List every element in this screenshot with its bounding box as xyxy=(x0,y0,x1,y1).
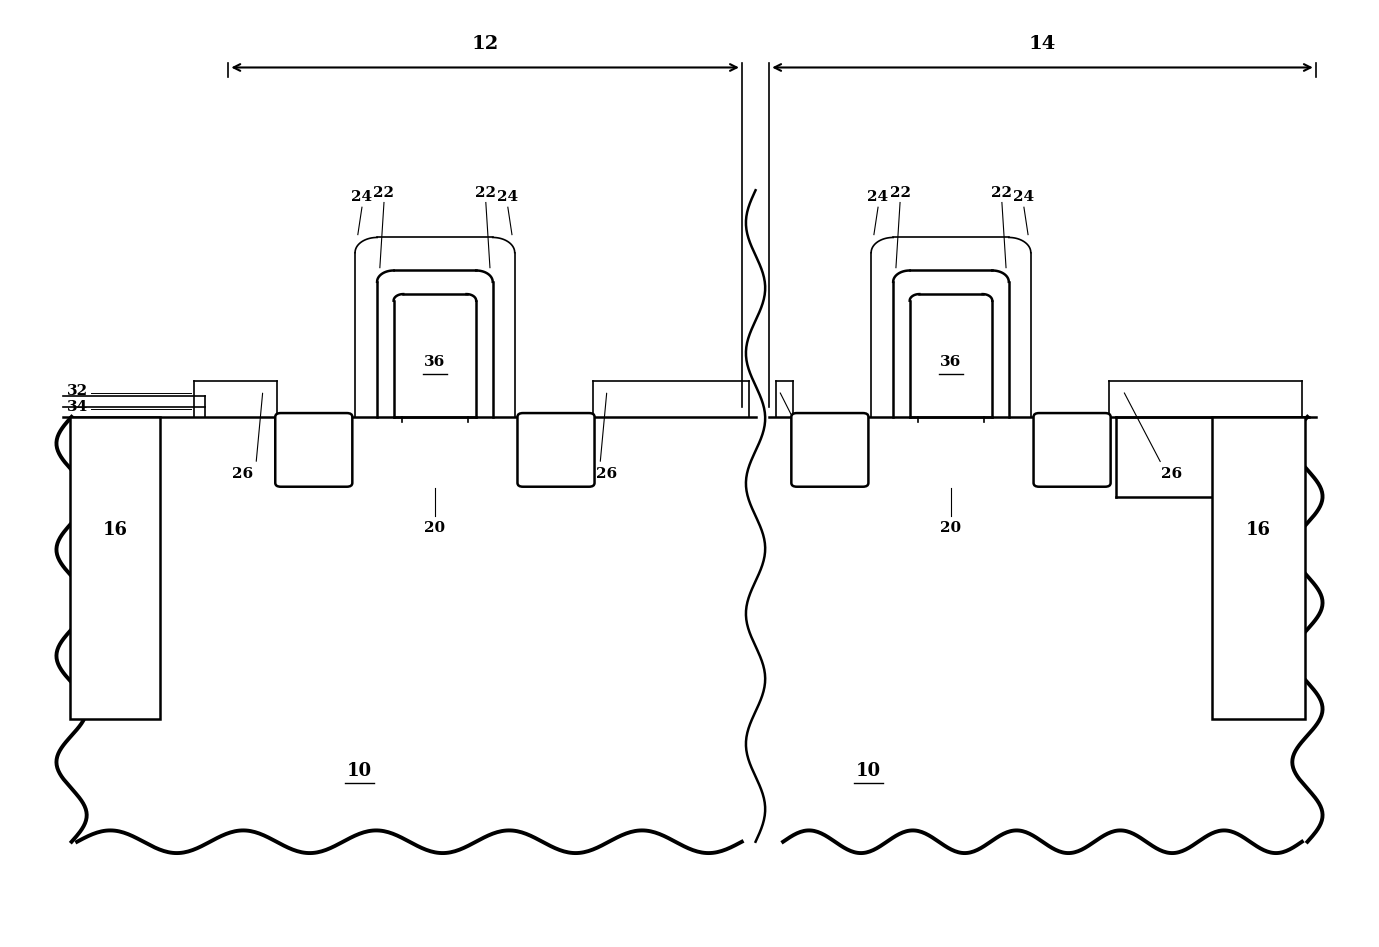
Text: 30: 30 xyxy=(545,446,567,460)
FancyBboxPatch shape xyxy=(1033,413,1110,487)
FancyBboxPatch shape xyxy=(517,413,594,487)
Text: 26: 26 xyxy=(1161,467,1182,480)
Text: 36: 36 xyxy=(425,354,445,368)
Text: 24: 24 xyxy=(352,190,372,205)
FancyBboxPatch shape xyxy=(276,413,352,487)
Text: 16: 16 xyxy=(102,521,127,539)
Text: 14: 14 xyxy=(1029,35,1056,53)
Text: 24: 24 xyxy=(1014,190,1034,205)
Text: 12: 12 xyxy=(472,35,499,53)
Text: 10: 10 xyxy=(346,762,372,780)
Text: 26: 26 xyxy=(796,467,816,480)
Bar xyxy=(1212,417,1305,719)
Text: 16: 16 xyxy=(1247,521,1271,539)
Text: 32: 32 xyxy=(68,384,88,399)
Text: 34: 34 xyxy=(66,401,88,415)
Text: 22: 22 xyxy=(889,186,910,200)
Bar xyxy=(70,417,160,719)
Text: 30: 30 xyxy=(303,446,324,460)
Text: 36: 36 xyxy=(940,354,961,368)
Text: 22: 22 xyxy=(476,186,496,200)
Text: 22: 22 xyxy=(992,186,1012,200)
FancyBboxPatch shape xyxy=(792,413,869,487)
Text: 20: 20 xyxy=(425,521,445,535)
Text: 22: 22 xyxy=(374,186,394,200)
Text: 24: 24 xyxy=(498,190,519,205)
Text: 26: 26 xyxy=(596,467,618,480)
Text: 10: 10 xyxy=(856,762,881,780)
Text: 26: 26 xyxy=(232,467,252,480)
Text: 20: 20 xyxy=(940,521,961,535)
Text: 24: 24 xyxy=(867,190,888,205)
